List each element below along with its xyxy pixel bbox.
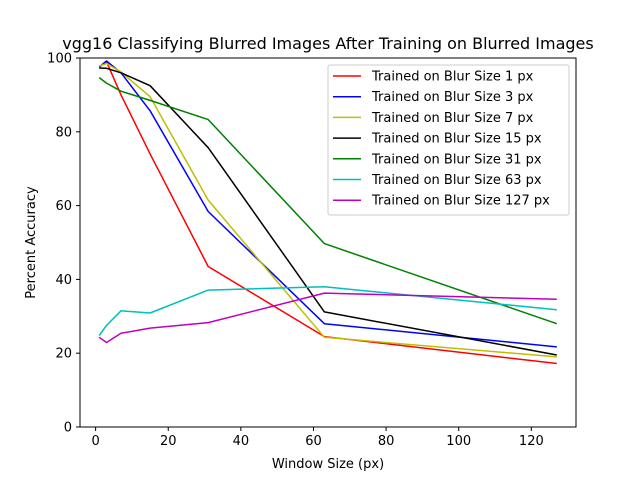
legend-label-3: Trained on Blur Size 7 px — [371, 111, 534, 126]
y-tick-label: 20 — [55, 347, 72, 362]
y-tick-label: 60 — [55, 199, 72, 214]
x-tick-label: 20 — [160, 434, 177, 449]
x-tick-label: 120 — [519, 434, 544, 449]
y-tick-label: 0 — [64, 421, 72, 436]
legend-label-2: Trained on Blur Size 3 px — [371, 90, 534, 105]
y-tick-label: 80 — [55, 125, 72, 140]
y-axis: 0 20 40 60 80 100 — [47, 52, 80, 436]
legend: Trained on Blur Size 1 px Trained on Blur… — [327, 64, 570, 216]
x-tick-label: 40 — [233, 434, 250, 449]
series-line-3 — [98, 62, 557, 358]
series-line-2 — [98, 60, 557, 348]
series-line-4 — [99, 67, 557, 356]
x-tick-label: 80 — [378, 434, 395, 449]
legend-label-1: Trained on Blur Size 1 px — [371, 70, 534, 85]
x-tick-label: 60 — [305, 434, 322, 449]
y-axis-label: Percent Accuracy — [24, 186, 39, 299]
y-tick-label: 40 — [55, 273, 72, 288]
series-line-7 — [98, 292, 557, 344]
legend-label-6: Trained on Blur Size 63 px — [371, 173, 542, 188]
legend-label-5: Trained on Blur Size 31 px — [371, 152, 542, 167]
series-line-6 — [98, 286, 557, 336]
legend-label-4: Trained on Blur Size 15 px — [371, 132, 542, 147]
legend-label-7: Trained on Blur Size 127 px — [371, 194, 550, 209]
x-axis: 0 20 40 60 80 100 120 — [91, 427, 544, 449]
plot-frame — [79, 57, 577, 428]
legend-box — [327, 64, 570, 216]
series-line-5 — [98, 77, 558, 325]
y-tick-label: 100 — [47, 52, 72, 67]
x-tick-label: 100 — [446, 434, 471, 449]
chart-title: vgg16 Classifying Blurred Images After T… — [62, 34, 593, 53]
x-tick-label: 0 — [91, 434, 99, 449]
plot-lines — [98, 60, 558, 365]
x-axis-label: Window Size (px) — [272, 457, 384, 472]
